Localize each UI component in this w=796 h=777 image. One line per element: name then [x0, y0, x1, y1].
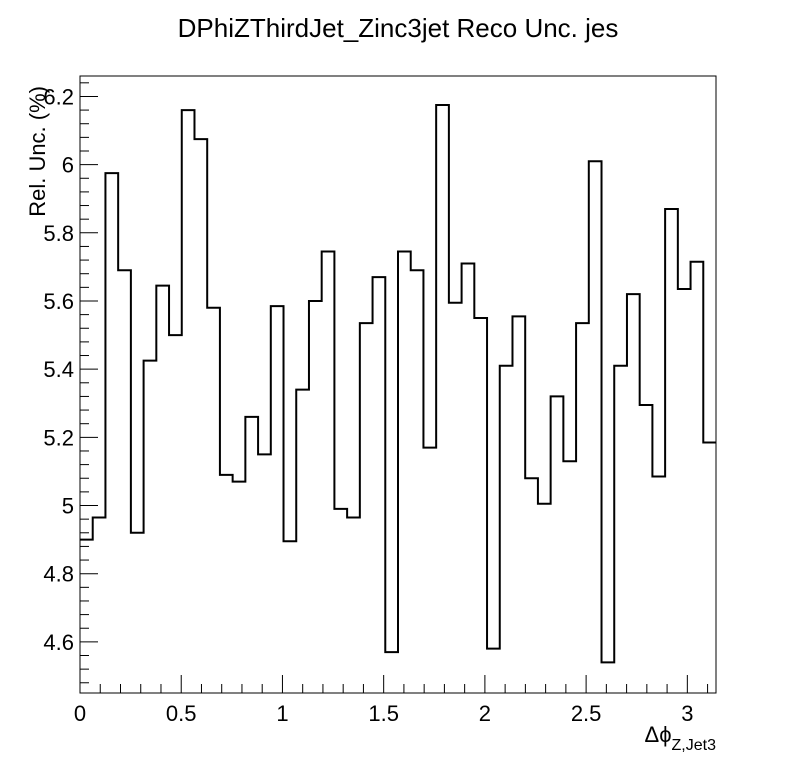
y-tick-label: 4.6: [43, 630, 74, 655]
y-tick-label: 5.6: [43, 289, 74, 314]
y-tick-label: 5.4: [43, 357, 74, 382]
x-axis-label-sub: Z,Jet3: [672, 737, 717, 754]
x-tick-label: 3: [681, 701, 693, 726]
plot-frame: [79, 75, 717, 694]
y-tick-label: 5.8: [43, 221, 74, 246]
y-axis: 4.6 4.8 5 5.2 5.4 5.6 5.8 6 6.2: [43, 82, 98, 684]
y-tick-label: 6: [62, 153, 74, 178]
x-tick-label: 2.5: [571, 701, 602, 726]
x-tick-label: 1: [276, 701, 288, 726]
y-tick-label: 5: [62, 494, 74, 519]
series-line: [80, 103, 716, 664]
y-tick-label: 4.8: [43, 562, 74, 587]
x-tick-label: 0.5: [166, 701, 197, 726]
chart-title: DPhiZThirdJet_Zinc3jet Reco Unc. jes: [178, 13, 619, 43]
x-axis: 0 0.5 1 1.5 2 2.5 3: [74, 675, 709, 726]
x-tick-label: 1.5: [368, 701, 399, 726]
y-axis-label: Rel. Unc. (%): [25, 86, 50, 217]
y-tick-label: 5.2: [43, 425, 74, 450]
x-axis-label: ΔϕZ,Jet3: [645, 722, 717, 754]
y-tick-label: 6.2: [43, 84, 74, 109]
x-axis-label-main: Δϕ: [645, 722, 672, 747]
x-tick-label: 2: [479, 701, 491, 726]
x-tick-label: 0: [74, 701, 86, 726]
